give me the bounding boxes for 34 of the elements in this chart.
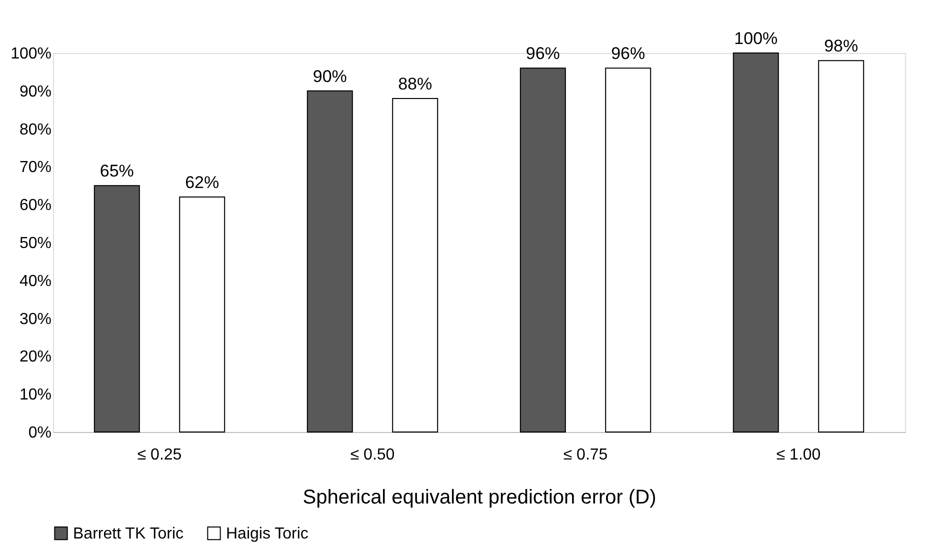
y-tick-label: 60% — [19, 197, 52, 214]
y-tick-label: 30% — [19, 310, 52, 328]
y-tick-label: 70% — [19, 159, 52, 176]
legend-label: Barrett TK Toric — [73, 525, 184, 542]
x-tick-label: ≤ 0.75 — [563, 446, 608, 464]
y-tick-label: 100% — [10, 46, 52, 62]
x-tick-label: ≤ 1.00 — [776, 446, 821, 464]
y-tick-label: 0% — [28, 424, 52, 442]
bar — [732, 52, 779, 432]
data-label: 100% — [734, 29, 778, 48]
y-tick-label: 10% — [19, 386, 52, 404]
data-label: 98% — [824, 36, 858, 56]
x-axis-title: Spherical equivalent prediction error (D) — [302, 486, 656, 508]
bar — [392, 98, 438, 432]
bar — [605, 68, 652, 432]
data-label: 90% — [312, 66, 347, 86]
data-label: 88% — [398, 74, 432, 94]
y-tick-label: 20% — [19, 348, 52, 366]
y-tick-label: 50% — [19, 235, 52, 252]
x-tick-label: ≤ 0.25 — [137, 446, 182, 464]
y-tick-label: 40% — [19, 272, 52, 290]
data-label: 96% — [611, 44, 646, 64]
bar — [818, 60, 864, 432]
y-tick-label: 80% — [19, 121, 52, 138]
legend-label: Haigis Toric — [226, 525, 308, 542]
y-tick-label: 90% — [19, 83, 52, 100]
bar — [306, 90, 353, 432]
data-label: 96% — [526, 44, 560, 64]
data-label: 65% — [100, 162, 134, 181]
bar — [520, 68, 566, 432]
bar — [179, 196, 226, 432]
data-label: 62% — [185, 173, 220, 192]
bar — [94, 185, 140, 432]
x-tick-label: ≤ 0.50 — [350, 446, 395, 464]
